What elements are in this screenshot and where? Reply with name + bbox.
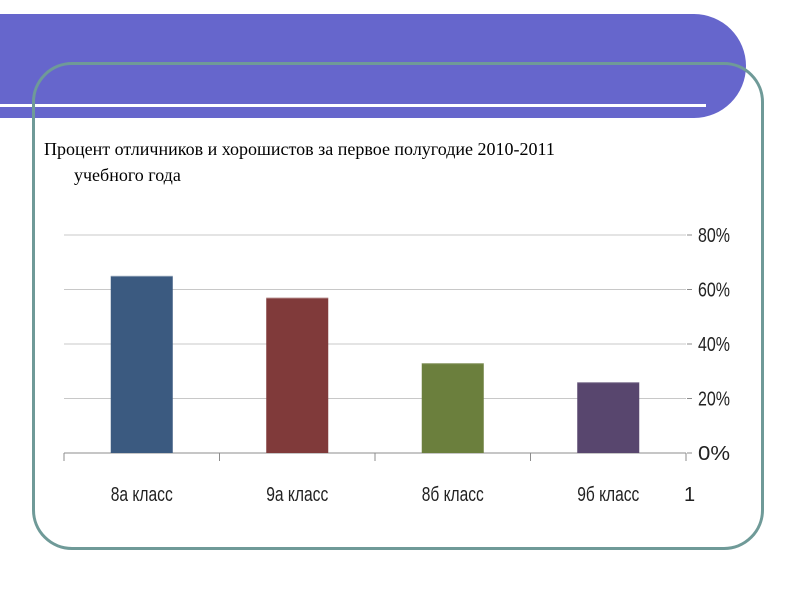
y-tick-label: 40% [698,334,730,356]
series-label: 1 [684,484,695,506]
y-tick-label: 20% [698,389,730,411]
y-tick-label: 0% [698,443,730,465]
header-divider [0,104,706,107]
title-line-1: Процент отличников и хорошистов за перво… [44,139,555,159]
title-line-2: учебного года [74,165,181,185]
bar [266,297,329,453]
category-label: 9б класс [577,484,639,506]
bar [110,275,173,453]
y-tick-label: 80% [698,225,730,247]
category-label: 8б класс [422,484,484,506]
slide-title: Процент отличников и хорошистов за перво… [44,136,684,188]
bar [421,363,484,453]
y-tick-label: 60% [698,280,730,302]
bar [577,382,640,453]
content-frame [32,62,764,550]
category-label: 8а класс [111,484,173,506]
category-label: 9а класс [266,484,328,506]
header-band [0,14,746,118]
